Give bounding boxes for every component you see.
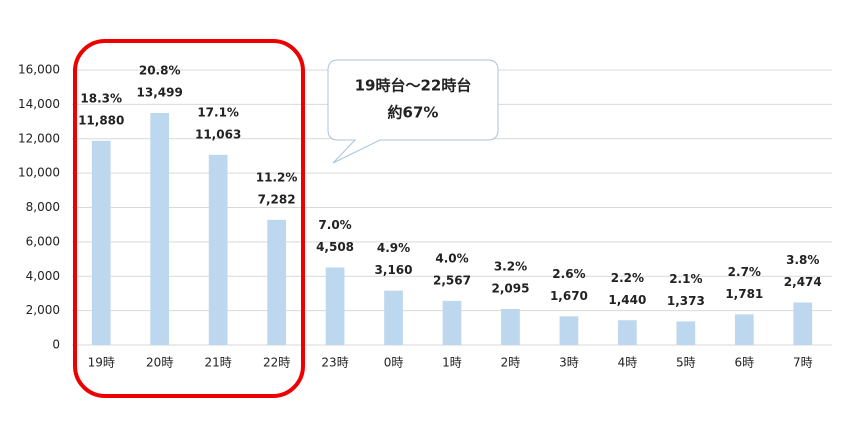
y-tick-label: 2,000 [26, 303, 60, 317]
percent-label: 2.2% [611, 271, 644, 285]
x-tick-label: 2時 [501, 356, 521, 370]
x-tick-label: 4時 [618, 356, 638, 370]
percent-label: 3.8% [786, 253, 819, 267]
y-tick-label: 0 [52, 338, 60, 352]
x-tick-label: 23時 [321, 356, 348, 370]
percent-label: 20.8% [139, 63, 181, 77]
percent-label: 3.2% [494, 259, 527, 273]
percent-label: 17.1% [197, 105, 239, 119]
callout [327, 59, 499, 164]
percent-label: 2.7% [728, 265, 761, 279]
bar [91, 140, 111, 345]
bar [384, 290, 403, 345]
value-label: 7,282 [258, 192, 296, 206]
annotation: 19時台～22時台 [355, 77, 472, 95]
percent-label: 18.3% [80, 91, 122, 105]
bar [618, 320, 637, 345]
bar [267, 219, 286, 345]
percent-label: 4.0% [435, 251, 468, 265]
percent-label: 2.1% [669, 272, 702, 286]
value-label: 2,567 [433, 273, 471, 287]
value-label: 2,474 [784, 275, 822, 289]
bar [150, 112, 170, 346]
value-label: 1,373 [667, 294, 705, 308]
value-label: 1,440 [608, 293, 646, 307]
value-label: 1,670 [550, 289, 588, 303]
bar [442, 300, 462, 345]
y-tick-label: 14,000 [18, 97, 60, 111]
highlight-box [73, 39, 305, 398]
y-tick-label: 8,000 [26, 200, 60, 214]
value-label: 3,160 [375, 263, 413, 277]
x-tick-label: 5時 [676, 356, 696, 370]
value-label: 2,095 [491, 281, 529, 295]
x-tick-label: 6時 [734, 356, 754, 370]
x-tick-label: 7時 [793, 356, 813, 370]
x-tick-label: 0時 [384, 356, 404, 370]
percent-label: 7.0% [318, 218, 351, 232]
bar [559, 316, 579, 345]
value-label: 11,880 [78, 113, 124, 127]
bar [208, 154, 228, 345]
percent-label: 4.9% [377, 241, 410, 255]
x-tick-label: 22時 [263, 356, 290, 370]
y-tick-label: 10,000 [18, 166, 60, 180]
y-tick-label: 12,000 [18, 131, 60, 145]
percent-label: 2.6% [552, 267, 585, 281]
x-tick-label: 3時 [559, 356, 579, 370]
value-label: 4,508 [316, 240, 354, 254]
percent-label: 11.2% [256, 170, 298, 184]
y-tick-label: 6,000 [26, 234, 60, 248]
bar [734, 314, 754, 345]
bar [676, 321, 696, 345]
y-tick-label: 16,000 [18, 63, 60, 77]
value-label: 1,781 [725, 287, 763, 301]
bar [501, 308, 520, 345]
y-tick-label: 4,000 [26, 269, 60, 283]
value-label: 13,499 [137, 85, 183, 99]
bar [793, 302, 813, 345]
x-tick-label: 19時 [88, 356, 115, 370]
annotation: 約67% [388, 104, 439, 122]
value-label: 11,063 [195, 127, 241, 141]
x-tick-label: 20時 [146, 356, 173, 370]
x-tick-label: 1時 [442, 356, 462, 370]
bar [325, 267, 345, 345]
x-tick-label: 21時 [205, 356, 232, 370]
